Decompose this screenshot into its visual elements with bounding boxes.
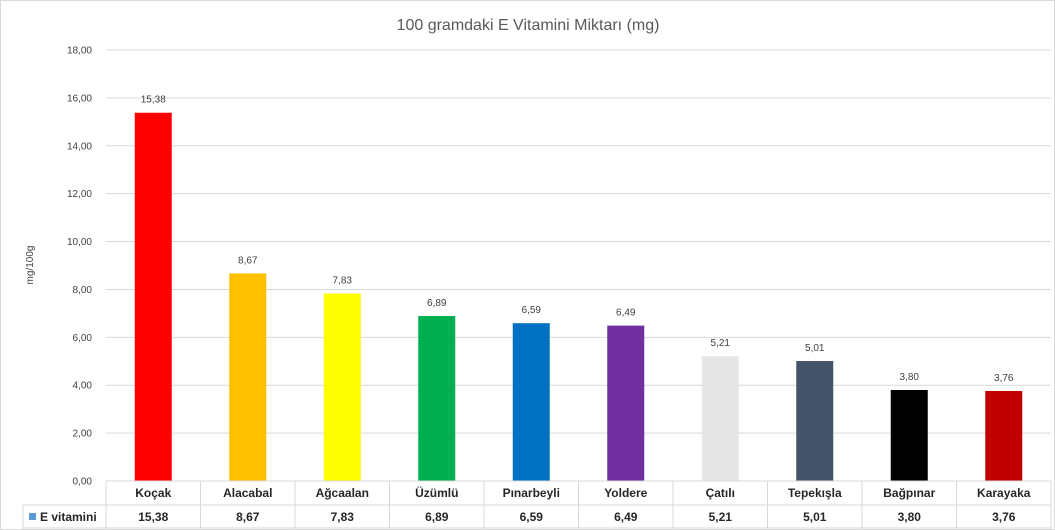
category-label: Tepekışla [788,486,842,500]
data-label: 8,67 [238,255,258,266]
table-value: 5,01 [803,510,827,524]
y-axis-label: mg/100g [25,246,36,285]
y-tick-label: 6,00 [73,333,93,344]
bar [418,316,456,481]
category-label: Pınarbeyli [503,486,560,500]
table-value: 6,49 [614,510,638,524]
data-label: 3,76 [994,373,1014,384]
table-value: 3,76 [992,510,1016,524]
data-label: 6,49 [616,308,636,319]
category-label: Karayaka [977,486,1031,500]
y-tick-label: 10,00 [67,237,92,248]
table-value: 7,83 [331,510,355,524]
category-label: Ağcaalan [316,486,369,500]
table-value: 6,89 [425,510,449,524]
data-label: 5,01 [805,343,825,354]
category-label: Üzümlü [415,485,458,500]
data-label: 6,59 [522,305,542,316]
category-label: Çatılı [706,486,735,500]
bar [323,293,361,481]
bar [796,361,834,481]
bar [134,112,172,482]
y-tick-label: 16,00 [67,93,92,104]
table-value: 8,67 [236,510,260,524]
y-tick-label: 14,00 [67,141,92,152]
data-table: Koçak 15,38 Alacabal 8,67 Ağcaalan 7,83 Üzümlü… [22,480,1052,529]
bar [512,323,550,481]
bar [229,273,267,481]
table-value: 6,59 [520,510,544,524]
legend-swatch [29,513,36,520]
table-value: 15,38 [138,510,168,524]
y-tick-label: 0,00 [73,477,93,488]
y-tick-labels: 0,00 2,00 4,00 6,00 8,00 10,00 12,00 14,00 16,00… [67,46,92,488]
y-tick-label: 2,00 [73,429,93,440]
bars [134,112,1023,482]
bar [890,390,928,481]
data-label: 3,80 [900,372,920,383]
table-value: 3,80 [898,510,922,524]
bar [701,356,739,481]
chart-title: 100 gramdaki E Vitamini Miktarı (mg) [397,17,660,34]
bar [985,390,1023,481]
data-label: 5,21 [711,338,731,349]
series-name: E vitamini [40,510,97,524]
y-tick-label: 8,00 [73,285,93,296]
y-tick-label: 12,00 [67,189,92,200]
y-tick-label: 4,00 [73,381,93,392]
y-tick-label: 18,00 [67,46,92,57]
bar [607,325,645,481]
data-label: 15,38 [141,95,166,106]
table-value: 5,21 [709,510,733,524]
data-labels: 15,38 8,67 7,83 6,89 6,59 6,49 5,21 5,01 3,80 3,7… [141,95,1014,384]
category-label: Yoldere [604,486,647,500]
category-label: Alacabal [223,486,272,500]
data-label: 7,83 [333,276,353,287]
data-label: 6,89 [427,298,447,309]
category-label: Koçak [135,486,171,500]
category-label: Bağpınar [883,486,935,500]
